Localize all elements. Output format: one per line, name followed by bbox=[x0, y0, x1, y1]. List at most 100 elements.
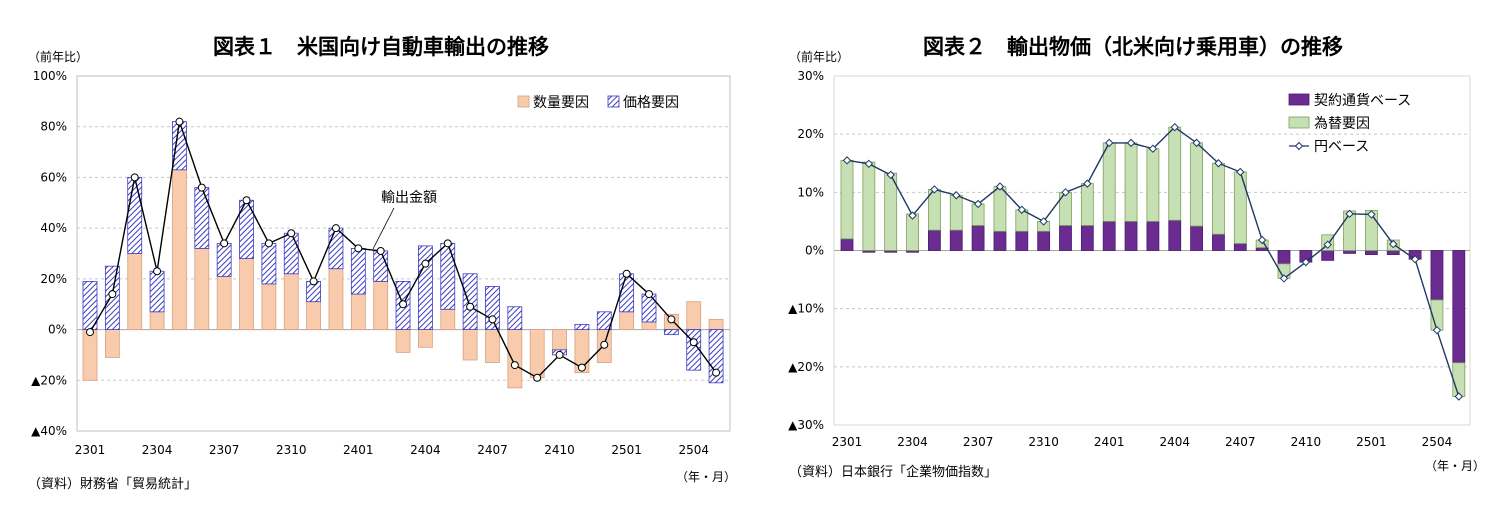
export-value-point-2406 bbox=[466, 302, 475, 311]
export-value-point-2312 bbox=[331, 224, 340, 233]
export-value-point-2505 bbox=[712, 368, 721, 377]
price-factor-bar-2504 bbox=[686, 329, 702, 371]
y-tick-label: 60% bbox=[40, 170, 67, 184]
contract-currency-bar-2406 bbox=[1212, 233, 1225, 251]
export-value-point-2307 bbox=[220, 239, 229, 248]
price-factor-bar-2303 bbox=[127, 177, 143, 254]
contract-currency-bar-2504 bbox=[1430, 250, 1444, 301]
fx-factor-bar-2302 bbox=[862, 161, 876, 251]
contract-currency-bar-2310 bbox=[1037, 230, 1051, 251]
quantity-factor-bar-2403 bbox=[395, 329, 411, 353]
contract-currency-bar-2402 bbox=[1124, 221, 1138, 251]
price-factor-bar-2306 bbox=[194, 187, 210, 249]
y-tick-label: ▲30% bbox=[788, 418, 824, 432]
quantity-factor-bar-2501 bbox=[619, 311, 635, 330]
price-factor-bar-2309 bbox=[261, 242, 277, 285]
contract-currency-bar-2409 bbox=[1277, 250, 1291, 265]
x-tick-label: 2301 bbox=[832, 435, 863, 449]
annotation-export-value: 輸出金額 bbox=[381, 190, 437, 206]
price-factor-bar-2402 bbox=[373, 250, 389, 282]
x-tick-label: 2401 bbox=[343, 443, 374, 457]
x-tick-label: 2310 bbox=[276, 443, 307, 457]
contract-currency-bar-2309 bbox=[1015, 230, 1029, 251]
y-axis-ticks: 100% 80% 60% 40% 20% 0% ▲20% ▲40% bbox=[31, 69, 67, 438]
yen-basis-point-2501 bbox=[1367, 210, 1376, 219]
export-value-point-2404 bbox=[421, 259, 430, 268]
quantity-factor-bar-2311 bbox=[306, 301, 322, 330]
contract-currency-bar-2403 bbox=[1146, 221, 1160, 251]
quantity-factor-bar-2312 bbox=[328, 268, 344, 330]
chart-title: 図表１ 米国向け自動車輸出の推移 bbox=[213, 35, 549, 59]
quantity-factor-bar-2408 bbox=[507, 329, 523, 389]
source-note: （資料）日本銀行「企業物価指数」 bbox=[789, 464, 997, 480]
y-tick-label: 0% bbox=[48, 323, 67, 337]
x-tick-label: 2410 bbox=[544, 443, 575, 457]
price-factor-bar-2305 bbox=[172, 121, 187, 171]
x-axis-ticks: 2301 2304 2307 2310 2401 2404 2407 2410 2501 2504 bbox=[832, 435, 1452, 449]
price-factor-bar-2307 bbox=[216, 242, 232, 277]
x-tick-label: 2501 bbox=[611, 443, 642, 457]
fx-factor-bar-2308 bbox=[993, 186, 1007, 232]
export-value-point-2305 bbox=[175, 117, 184, 126]
legend-swatch-contract-currency bbox=[1288, 93, 1310, 106]
export-value-point-2407 bbox=[488, 315, 497, 324]
y-tick-label: ▲10% bbox=[788, 302, 824, 316]
yen-basis-point-2307 bbox=[973, 199, 983, 209]
export-value-point-2501 bbox=[622, 269, 631, 278]
y-tick-label: 0% bbox=[805, 244, 824, 258]
export-value-point-2405 bbox=[443, 239, 452, 248]
quantity-factor-bar-2308 bbox=[239, 258, 254, 330]
y-tick-label: 40% bbox=[40, 221, 67, 235]
quantity-factor-bar-2410 bbox=[552, 329, 567, 351]
fx-factor-bar-2303 bbox=[884, 172, 898, 251]
line-series bbox=[842, 122, 1464, 401]
yen-basis-point-2409 bbox=[1279, 274, 1289, 283]
bar-series bbox=[82, 121, 724, 389]
yen-basis-point-2311 bbox=[1061, 188, 1070, 197]
x-tick-label: 2501 bbox=[1356, 435, 1387, 449]
x-tick-label: 2307 bbox=[209, 443, 240, 457]
export-value-point-2301 bbox=[86, 328, 94, 337]
yen-basis-point-2405 bbox=[1192, 138, 1201, 148]
export-value-point-2504 bbox=[689, 338, 698, 347]
fx-factor-bar-2407 bbox=[1233, 171, 1247, 244]
contract-currency-bar-2412 bbox=[1343, 250, 1356, 254]
y-axis-ticks: 30% 20% 10% 0% ▲10% ▲20% ▲30% bbox=[788, 69, 824, 432]
quantity-factor-bar-2302 bbox=[104, 329, 120, 358]
yen-basis-point-2410 bbox=[1301, 257, 1311, 267]
y-tick-label: 20% bbox=[797, 127, 824, 141]
fx-factor-bar-2406 bbox=[1212, 162, 1225, 235]
yen-basis-point-2301 bbox=[842, 156, 852, 165]
yen-basis-point-2310 bbox=[1039, 217, 1048, 226]
legend: 契約通貨ベース 為替要因 円ベース bbox=[1288, 92, 1411, 155]
yen-basis-point-2503 bbox=[1410, 255, 1420, 264]
contract-currency-bar-2407 bbox=[1233, 243, 1247, 251]
y-axis-label: （前年比） bbox=[789, 49, 849, 64]
price-factor-bar-2408 bbox=[507, 306, 523, 330]
x-tick-label: 2307 bbox=[963, 435, 994, 449]
x-tick-label: 2304 bbox=[142, 443, 173, 457]
price-factor-bar-2304 bbox=[149, 270, 165, 313]
yen-basis-point-2303 bbox=[886, 170, 895, 180]
bar-series bbox=[840, 126, 1466, 397]
x-tick-label: 2310 bbox=[1028, 435, 1059, 449]
price-factor-bar-2312 bbox=[328, 227, 344, 270]
contract-currency-bar-2306 bbox=[949, 229, 963, 251]
export-value-point-2306 bbox=[197, 183, 206, 192]
contract-currency-bar-2301 bbox=[840, 238, 854, 251]
fx-factor-bar-2404 bbox=[1168, 126, 1182, 221]
x-tick-label: 2304 bbox=[897, 435, 928, 449]
fx-factor-bar-2301 bbox=[840, 159, 854, 240]
export-value-point-2304 bbox=[153, 267, 162, 276]
price-factor-bar-2310 bbox=[283, 232, 299, 275]
price-factor-bar-2411 bbox=[574, 324, 590, 330]
yen-basis-point-2302 bbox=[864, 159, 874, 169]
legend-label-price: 価格要因 bbox=[623, 95, 679, 111]
legend-swatch-price bbox=[607, 95, 620, 108]
legend-swatch-quantity bbox=[517, 95, 530, 108]
yen-basis-point-2309 bbox=[1017, 205, 1027, 214]
quantity-factor-bar-2401 bbox=[350, 293, 366, 330]
x-tick-label: 2407 bbox=[1225, 435, 1256, 449]
x-tick-label: 2401 bbox=[1094, 435, 1125, 449]
export-value-point-2409 bbox=[533, 373, 542, 382]
